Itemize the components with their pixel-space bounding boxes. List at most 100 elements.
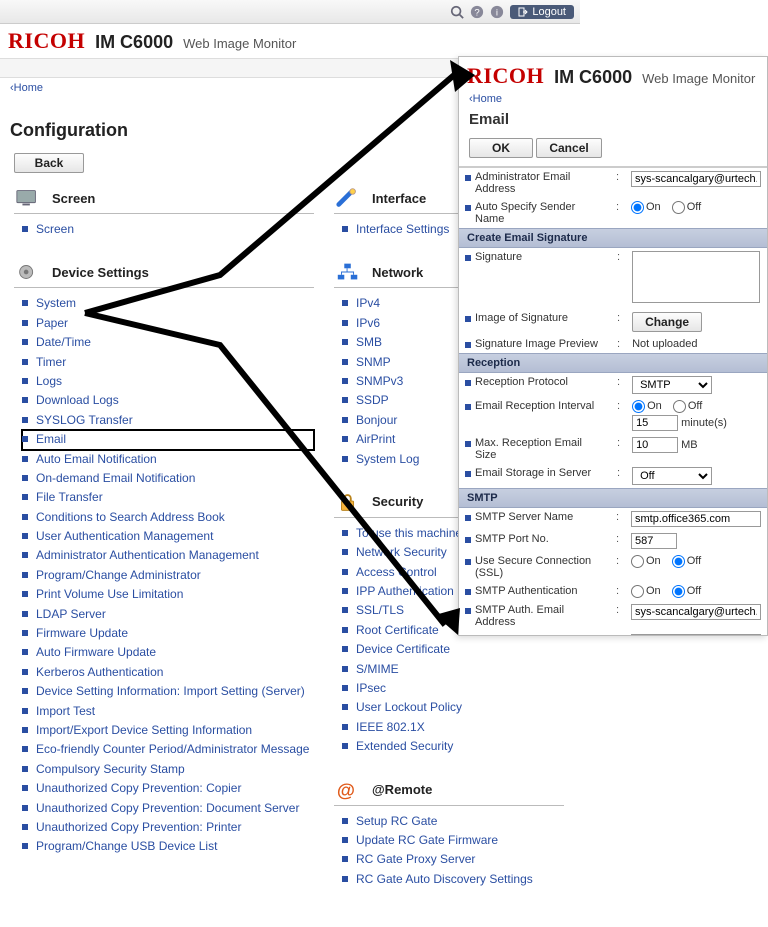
- config-link[interactable]: Auto Firmware Update: [36, 645, 156, 659]
- config-link[interactable]: Network Security: [356, 545, 447, 559]
- auto-sender-on[interactable]: [631, 201, 644, 214]
- brand-row: RICOH IM C6000 Web Image Monitor: [0, 24, 580, 59]
- config-link[interactable]: AirPrint: [356, 432, 395, 446]
- smtp-ssl-label: Use Secure Connection (SSL): [459, 552, 610, 582]
- list-item: Setup RC Gate: [342, 812, 564, 831]
- ok-button[interactable]: OK: [469, 138, 533, 158]
- section-title: Interface: [372, 191, 426, 206]
- config-link[interactable]: Compulsory Security Stamp: [36, 762, 185, 776]
- config-link[interactable]: User Authentication Management: [36, 529, 213, 543]
- config-link[interactable]: Eco-friendly Counter Period/Administrato…: [36, 742, 309, 756]
- config-link[interactable]: SNMPv3: [356, 374, 403, 388]
- config-link[interactable]: S/MIME: [356, 662, 399, 676]
- smtp-auth-on[interactable]: [631, 585, 644, 598]
- config-link[interactable]: Kerberos Authentication: [36, 665, 163, 679]
- smtp-port-input[interactable]: [631, 533, 677, 549]
- smtp-server-input[interactable]: [631, 511, 761, 527]
- smtp-auth-user-input[interactable]: [631, 634, 761, 636]
- config-link[interactable]: System: [36, 296, 76, 310]
- config-link[interactable]: IEEE 802.1X: [356, 720, 425, 734]
- smtp-auth-off[interactable]: [672, 585, 685, 598]
- config-link[interactable]: Device Setting Information: Import Setti…: [36, 684, 305, 698]
- config-link[interactable]: Device Certificate: [356, 642, 450, 656]
- auto-sender-off[interactable]: [672, 201, 685, 214]
- config-link[interactable]: Timer: [36, 355, 66, 369]
- config-link[interactable]: System Log: [356, 452, 419, 466]
- signature-label: Signature: [459, 248, 611, 309]
- config-link[interactable]: SSDP: [356, 393, 389, 407]
- list-item: File Transfer: [22, 488, 314, 507]
- recv-interval-input[interactable]: [632, 415, 678, 431]
- config-link[interactable]: File Transfer: [36, 490, 103, 504]
- at-icon: @: [334, 779, 362, 801]
- breadcrumb-home-overlay[interactable]: Home: [469, 93, 502, 105]
- config-link[interactable]: User Lockout Policy: [356, 700, 462, 714]
- config-link[interactable]: Access Control: [356, 565, 437, 579]
- config-link[interactable]: IPv6: [356, 316, 380, 330]
- config-link[interactable]: RC Gate Auto Discovery Settings: [356, 872, 533, 886]
- config-link[interactable]: Import Test: [36, 704, 95, 718]
- logout-button[interactable]: Logout: [510, 5, 574, 19]
- config-link[interactable]: IPv4: [356, 296, 380, 310]
- breadcrumb-overlay: Home: [459, 93, 767, 109]
- config-link[interactable]: Bonjour: [356, 413, 397, 427]
- config-link[interactable]: SYSLOG Transfer: [36, 413, 133, 427]
- smtp-ssl-on[interactable]: [631, 555, 644, 568]
- config-link[interactable]: Administrator Authentication Management: [36, 548, 259, 562]
- help-icon[interactable]: ?: [470, 5, 484, 19]
- recv-store-select[interactable]: OffOn: [632, 467, 712, 485]
- config-link[interactable]: Extended Security: [356, 739, 453, 753]
- smtp-ssl-off[interactable]: [672, 555, 685, 568]
- list-item: Email: [22, 430, 314, 449]
- config-link[interactable]: LDAP Server: [36, 607, 106, 621]
- list-item: IEEE 802.1X: [342, 718, 564, 737]
- config-link[interactable]: Interface Settings: [356, 222, 449, 236]
- config-link[interactable]: IPsec: [356, 681, 386, 695]
- list-item: Paper: [22, 314, 314, 333]
- search-icon[interactable]: [450, 5, 464, 19]
- config-link[interactable]: Program/Change Administrator: [36, 568, 201, 582]
- config-link[interactable]: Download Logs: [36, 393, 119, 407]
- config-link[interactable]: Root Certificate: [356, 623, 439, 637]
- admin-addr-input[interactable]: [631, 171, 761, 187]
- config-link[interactable]: Setup RC Gate: [356, 814, 437, 828]
- config-link[interactable]: Unauthorized Copy Prevention: Document S…: [36, 801, 299, 815]
- config-link[interactable]: Email: [36, 432, 66, 446]
- config-link[interactable]: IPP Authentication: [356, 584, 454, 598]
- config-link[interactable]: SSL/TLS: [356, 603, 404, 617]
- back-button[interactable]: Back: [14, 153, 84, 173]
- breadcrumb-home[interactable]: Home: [10, 82, 43, 94]
- config-link[interactable]: SNMP: [356, 355, 391, 369]
- config-link[interactable]: SMB: [356, 335, 382, 349]
- list-item: Device Setting Information: Import Setti…: [22, 682, 314, 701]
- smtp-auth-addr-input[interactable]: [631, 604, 761, 620]
- section-screen: Screen Screen: [14, 183, 314, 239]
- config-link[interactable]: Paper: [36, 316, 68, 330]
- list-item: User Lockout Policy: [342, 698, 564, 717]
- config-link[interactable]: Screen: [36, 222, 74, 236]
- config-link[interactable]: Conditions to Search Address Book: [36, 510, 225, 524]
- config-link[interactable]: Logs: [36, 374, 62, 388]
- sig-img-change-button[interactable]: Change: [632, 312, 702, 332]
- list-item: Program/Change USB Device List: [22, 837, 314, 856]
- gear-icon: [14, 261, 42, 283]
- config-link[interactable]: Program/Change USB Device List: [36, 839, 217, 853]
- config-link[interactable]: RC Gate Proxy Server: [356, 852, 475, 866]
- config-link[interactable]: On-demand Email Notification: [36, 471, 195, 485]
- config-link[interactable]: Date/Time: [36, 335, 91, 349]
- cancel-button[interactable]: Cancel: [536, 138, 601, 158]
- config-link[interactable]: Update RC Gate Firmware: [356, 833, 498, 847]
- config-link[interactable]: Print Volume Use Limitation: [36, 587, 183, 601]
- list-item: System: [22, 294, 314, 313]
- recv-interval-on[interactable]: [632, 400, 645, 413]
- signature-textarea[interactable]: [632, 251, 760, 303]
- recv-interval-off[interactable]: [673, 400, 686, 413]
- info-icon[interactable]: i: [490, 5, 504, 19]
- config-link[interactable]: Auto Email Notification: [36, 452, 157, 466]
- section-title: Network: [372, 265, 423, 280]
- config-link[interactable]: Unauthorized Copy Prevention: Printer: [36, 820, 241, 834]
- recv-proto-select[interactable]: SMTPPOP3IMAP4: [632, 376, 712, 394]
- config-link[interactable]: Unauthorized Copy Prevention: Copier: [36, 781, 241, 795]
- config-link[interactable]: Import/Export Device Setting Information: [36, 723, 252, 737]
- recv-max-input[interactable]: [632, 437, 678, 453]
